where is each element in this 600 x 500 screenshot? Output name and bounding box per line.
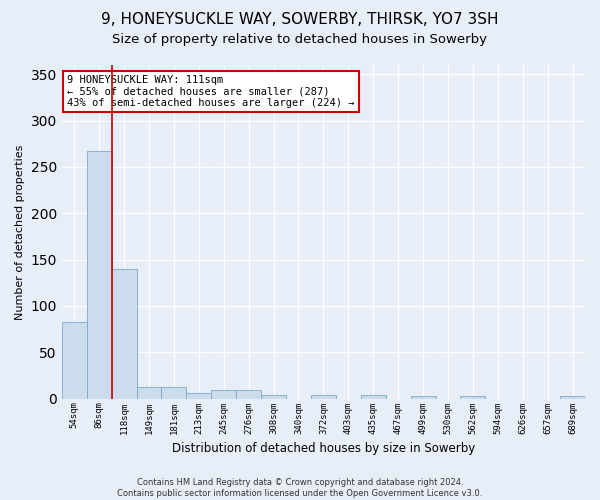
X-axis label: Distribution of detached houses by size in Sowerby: Distribution of detached houses by size … <box>172 442 475 455</box>
Text: Size of property relative to detached houses in Sowerby: Size of property relative to detached ho… <box>113 32 487 46</box>
Bar <box>361 395 386 398</box>
Bar <box>236 390 261 398</box>
Bar <box>560 396 585 398</box>
Bar <box>87 151 112 398</box>
Bar <box>261 395 286 398</box>
Bar <box>410 396 436 398</box>
Text: 9, HONEYSUCKLE WAY, SOWERBY, THIRSK, YO7 3SH: 9, HONEYSUCKLE WAY, SOWERBY, THIRSK, YO7… <box>101 12 499 28</box>
Bar <box>161 386 187 398</box>
Bar <box>211 390 236 398</box>
Bar <box>112 269 137 398</box>
Bar <box>311 395 336 398</box>
Text: Contains HM Land Registry data © Crown copyright and database right 2024.
Contai: Contains HM Land Registry data © Crown c… <box>118 478 482 498</box>
Bar <box>460 396 485 398</box>
Bar <box>137 386 161 398</box>
Bar <box>187 393 211 398</box>
Text: 9 HONEYSUCKLE WAY: 111sqm
← 55% of detached houses are smaller (287)
43% of semi: 9 HONEYSUCKLE WAY: 111sqm ← 55% of detac… <box>67 75 355 108</box>
Y-axis label: Number of detached properties: Number of detached properties <box>15 144 25 320</box>
Bar <box>62 322 87 398</box>
